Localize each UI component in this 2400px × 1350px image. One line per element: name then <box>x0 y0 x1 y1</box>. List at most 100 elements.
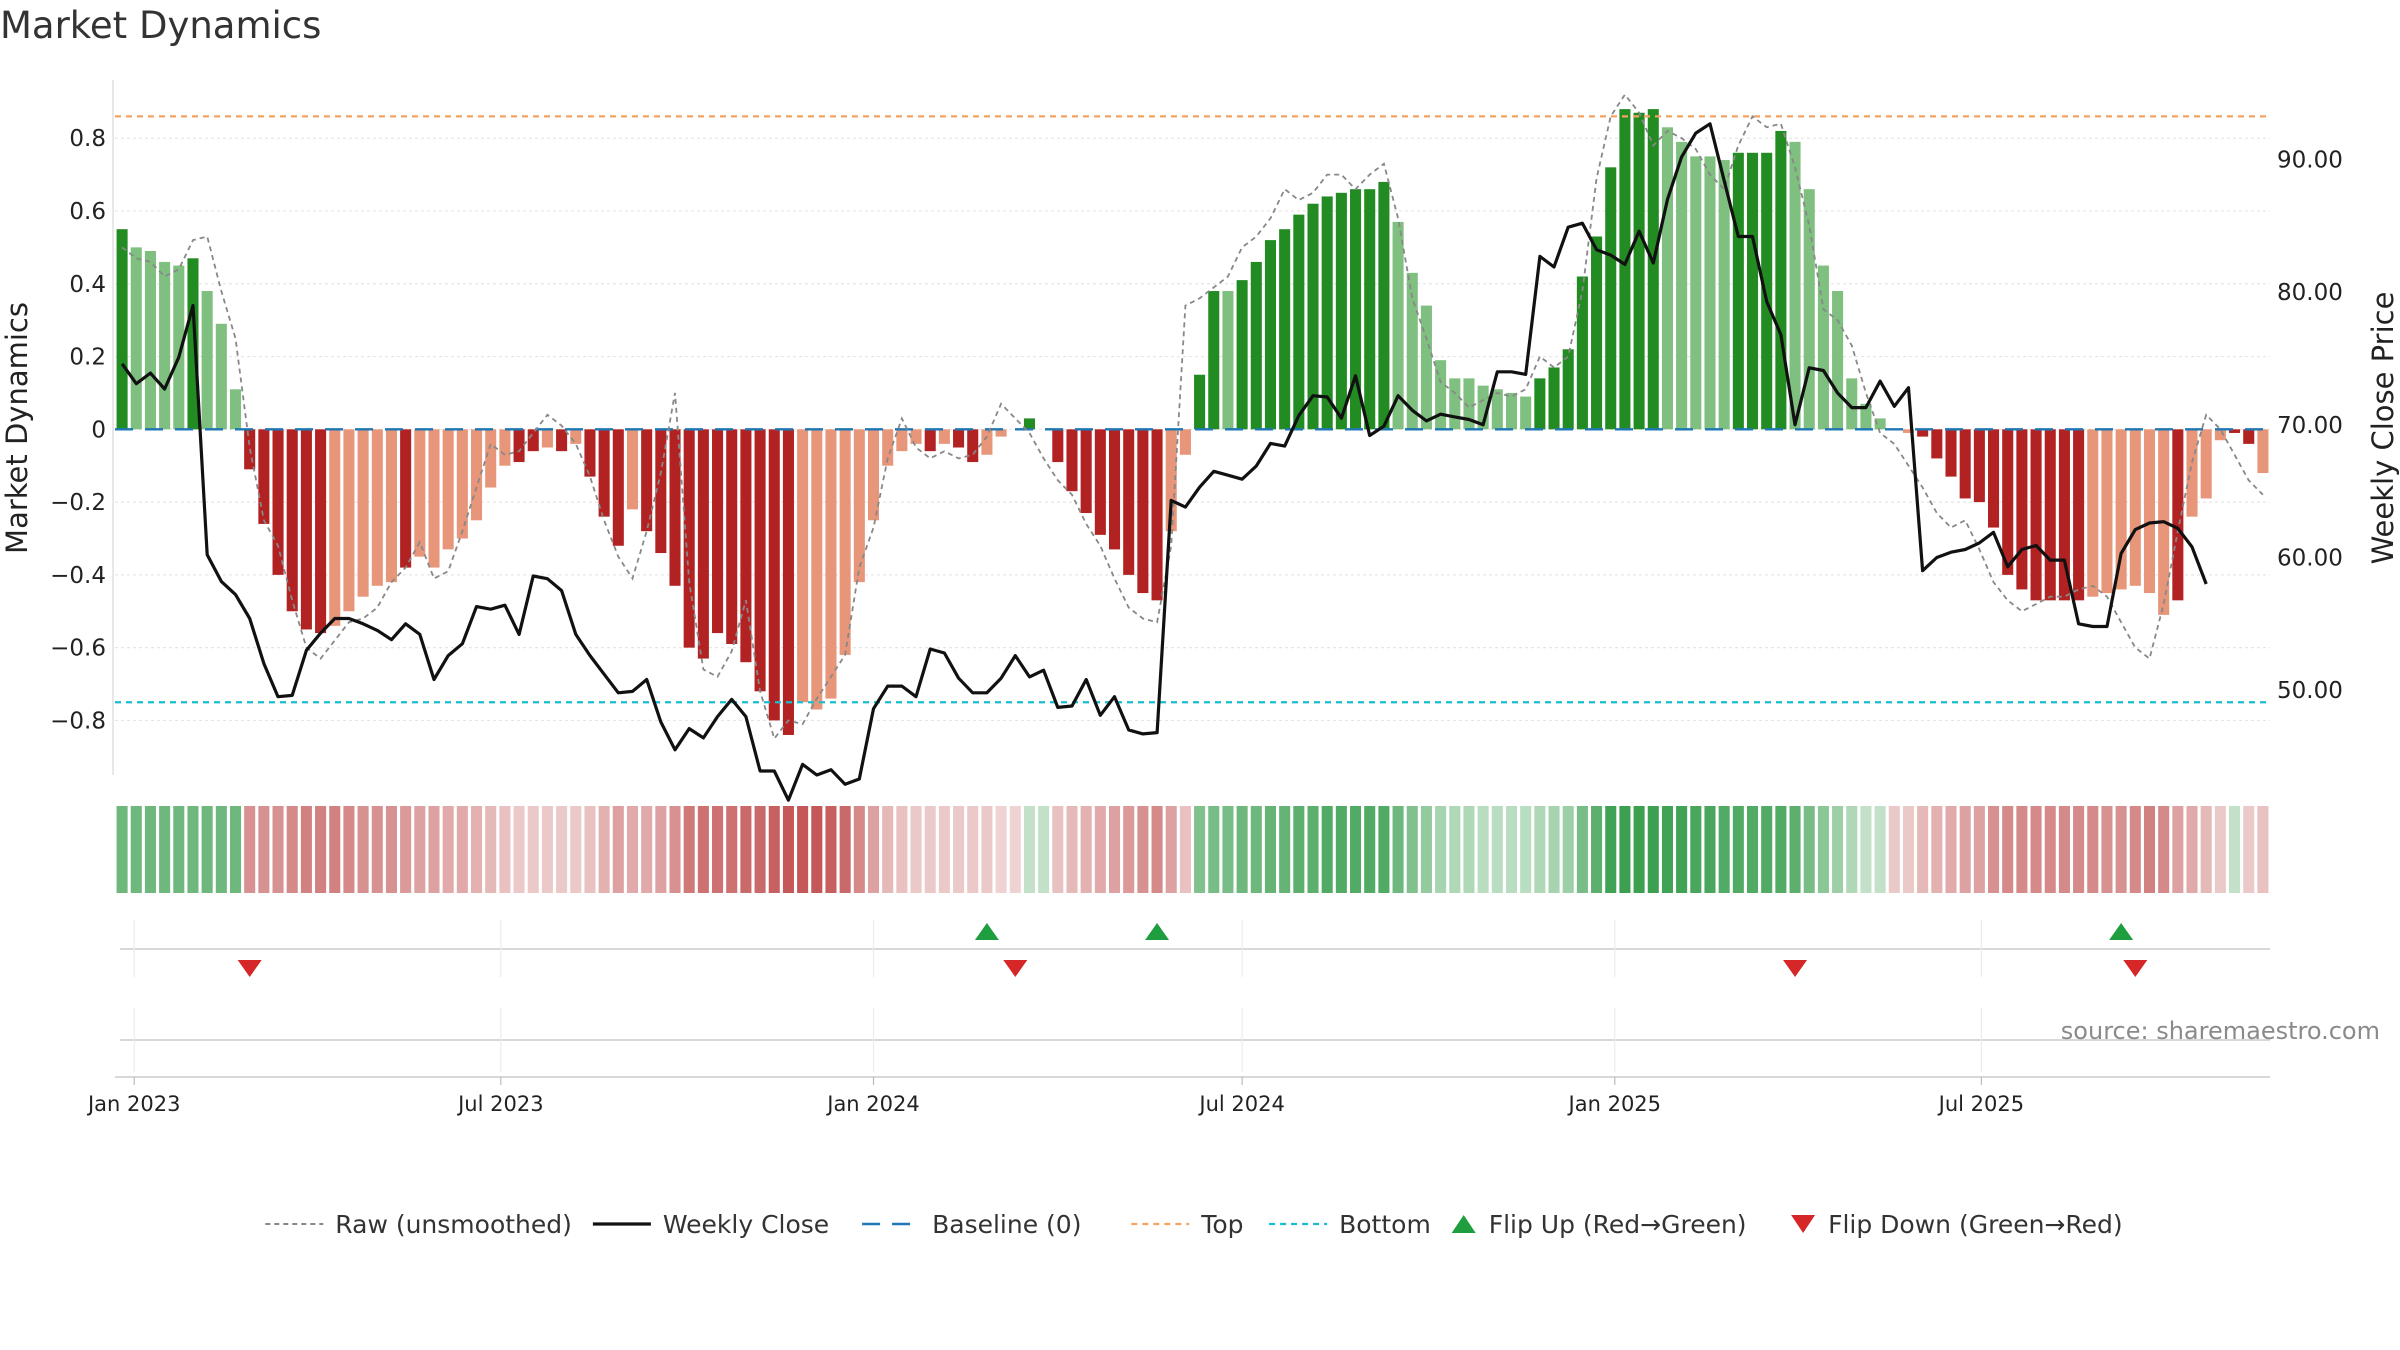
legend-label: Weekly Close <box>663 1210 829 1239</box>
heat-strip-cell <box>159 806 171 893</box>
histogram-bar <box>1194 374 1206 430</box>
heat-strip-cell <box>967 806 979 893</box>
histogram-bar <box>1477 385 1489 430</box>
x-tick-label: Jul 2025 <box>1937 1092 2024 1116</box>
heat-strip-cell <box>1364 806 1376 893</box>
heat-strip-cell <box>2172 806 2184 893</box>
histogram-bars <box>116 109 2269 735</box>
heat-strip-cell <box>2158 806 2170 893</box>
histogram-bar <box>1151 429 1163 601</box>
reference-lines <box>115 115 2270 704</box>
histogram-bar <box>272 429 284 575</box>
histogram-bar <box>981 429 993 455</box>
heat-strip-cell <box>116 806 128 893</box>
histogram-bar <box>1208 291 1220 430</box>
heat-strip-cell <box>570 806 582 893</box>
histogram-bar <box>768 429 780 721</box>
series-lines <box>120 93 2264 802</box>
histogram-bar <box>1817 265 1829 430</box>
raw-series-line <box>121 93 2264 741</box>
left-tick-label: 0.6 <box>69 199 106 225</box>
heat-strip-cell <box>471 806 483 893</box>
histogram-bar <box>1803 189 1815 430</box>
empty-panel <box>120 1008 2270 1072</box>
histogram-bar <box>2073 429 2085 601</box>
histogram-bar <box>584 429 596 477</box>
right-axis-title: Weekly Close Price <box>2366 292 2400 565</box>
histogram-bar <box>570 429 582 444</box>
histogram-bar <box>329 429 341 626</box>
histogram-bar <box>343 429 355 612</box>
histogram-bar <box>130 247 142 430</box>
histogram-bar <box>1463 378 1475 430</box>
histogram-bar <box>1023 418 1035 430</box>
heat-strip-cell <box>272 806 284 893</box>
histogram-bar <box>1364 189 1376 430</box>
source-credit: source: sharemaestro.com <box>2061 1017 2380 1045</box>
heat-strip-cell <box>527 806 539 893</box>
heat-strip-cell <box>343 806 355 893</box>
flip-down-marker <box>2123 960 2148 977</box>
histogram-bar <box>1562 349 1574 430</box>
heat-strip-cell <box>229 806 242 893</box>
histogram-bar <box>1052 429 1064 463</box>
heat-strip-cell <box>1917 806 1929 893</box>
heat-strip-cell <box>697 806 709 893</box>
histogram-bar <box>159 261 171 430</box>
heat-strip-cell <box>1562 806 1574 893</box>
heat-strip-cell <box>1647 806 1659 893</box>
heat-strip-cell <box>811 806 823 893</box>
histogram-bar <box>527 429 539 452</box>
histogram-bar <box>683 429 695 648</box>
heat-strip-cell <box>924 806 936 893</box>
histogram-bar <box>2115 429 2127 590</box>
histogram-bar <box>1350 189 1362 430</box>
legend-label: Bottom <box>1339 1210 1431 1239</box>
histogram-bar <box>938 429 950 444</box>
histogram-bar <box>1902 429 1914 433</box>
legend-item-close: Weekly Close <box>592 1210 829 1239</box>
heat-strip-cell <box>853 806 865 893</box>
histogram-bar <box>669 429 681 586</box>
heat-strip-cell <box>385 806 397 893</box>
heat-strip-cell <box>1704 806 1716 893</box>
histogram-bar <box>1123 429 1135 575</box>
heat-strip-cell <box>1860 806 1872 893</box>
heat-strip-cell <box>2002 806 2014 893</box>
heat-strip-cell <box>1080 806 1092 893</box>
x-tick-label: Jul 2023 <box>456 1092 543 1116</box>
histogram-bar <box>1945 429 1957 477</box>
heat-strip-cell <box>1420 806 1432 893</box>
heat-strip-cell <box>953 806 965 893</box>
heat-strip-cell <box>201 806 213 893</box>
heat-strip-cell <box>1151 806 1163 893</box>
heat-strip-cell <box>2129 806 2141 893</box>
left-tick-label: −0.6 <box>50 636 106 662</box>
heat-strip-cell <box>2200 806 2212 893</box>
heat-strip-cell <box>896 806 908 893</box>
histogram-bar <box>173 265 185 430</box>
flip-up-marker <box>974 923 999 940</box>
histogram-bar <box>641 429 653 532</box>
histogram-bar <box>1746 152 1759 430</box>
left-axis-title: Market Dynamics <box>0 302 34 554</box>
heat-strip-cell <box>1676 806 1688 893</box>
heat-strip-cell <box>1406 806 1418 893</box>
heat-strip-cell <box>442 806 454 893</box>
histogram-bar <box>144 251 156 430</box>
histogram-bar <box>2087 429 2099 597</box>
histogram-bar <box>825 429 837 699</box>
histogram-bar <box>1761 152 1773 430</box>
heat-strip-cell <box>882 806 894 893</box>
legend-item-bottom: Bottom <box>1269 1210 1431 1239</box>
heat-strip-cell <box>1066 806 1078 893</box>
heat-strip-cell <box>2115 806 2127 893</box>
heat-strip-cell <box>1718 806 1730 893</box>
histogram-bar <box>1491 389 1503 430</box>
heat-strip-cell <box>329 806 341 893</box>
histogram-bar <box>726 429 738 645</box>
heat-strip-cell <box>626 806 639 893</box>
heat-strip-cell <box>428 806 440 893</box>
histogram-bar <box>1108 429 1121 550</box>
histogram-bar <box>712 429 724 634</box>
